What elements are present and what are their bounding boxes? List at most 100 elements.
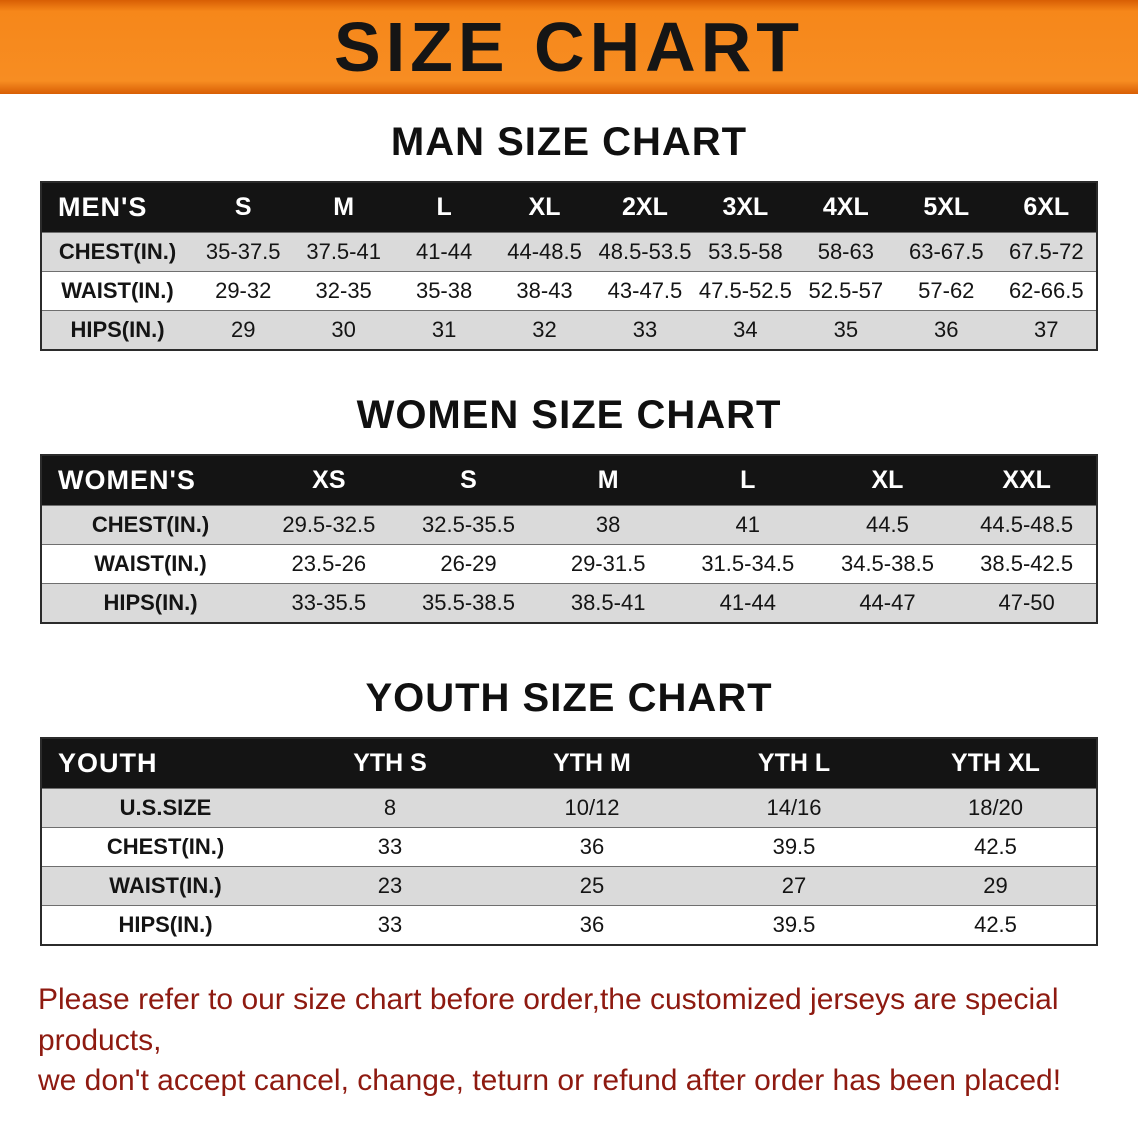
size-value: 35-37.5 <box>205 239 281 264</box>
size-value: 37.5-41 <box>306 239 381 264</box>
table-row: CHEST(IN.) 33 36 39.5 42.5 <box>41 827 1097 867</box>
size-column-header: S <box>398 455 539 506</box>
size-column-header: 6XL <box>996 182 1097 233</box>
size-value: 38 <box>595 512 621 537</box>
size-column-header: M <box>293 182 394 233</box>
size-value: 52.5-57 <box>808 278 884 303</box>
size-column-header: XS <box>259 455 399 506</box>
size-value: 41 <box>735 512 761 537</box>
table-row: WAIST(IN.) 29-32 32-35 35-38 38-43 43-47.5 47.… <box>41 271 1097 311</box>
men-size-table: MEN'S S M L XL 2XL 3XL 4XL 5XL 6XL CHEST(IN.) 35-37… <box>40 181 1098 351</box>
size-value: 39.5 <box>772 834 816 859</box>
size-value: 29-31.5 <box>570 551 646 576</box>
row-label: CHEST(IN.) <box>58 239 177 264</box>
size-value: 33 <box>377 912 403 937</box>
women-size-table: WOMEN'S XS S M L XL XXL CHEST(IN.) 29.5-32.5 32.5… <box>40 454 1098 624</box>
size-value: 47.5-52.5 <box>698 278 792 303</box>
size-value: 23 <box>377 873 403 898</box>
row-label: WAIST(IN.) <box>109 873 222 898</box>
size-value: 53.5-58 <box>708 239 783 264</box>
man-size-chart-section: MAN SIZE CHART MEN'S S M L XL 2XL 3XL 4XL 5XL 6XL… <box>0 94 1138 351</box>
table-row: HIPS(IN.) 33-35.5 35.5-38.5 38.5-41 41-44 44-… <box>41 583 1097 623</box>
table-row: CHEST(IN.) 35-37.5 37.5-41 41-44 44-48.5 48.5… <box>41 232 1097 272</box>
table-title-cell: WOMEN'S <box>41 455 259 506</box>
size-value: 36 <box>934 317 959 342</box>
row-label: WAIST(IN.) <box>94 551 207 576</box>
size-value: 48.5-53.5 <box>598 239 692 264</box>
size-column-header: L <box>393 182 495 233</box>
size-column-header: S <box>193 182 294 233</box>
size-value: 44.5 <box>866 512 909 537</box>
size-column-header: XL <box>817 455 958 506</box>
women-size-chart-heading: WOMEN SIZE CHART <box>356 393 782 437</box>
size-column-header: M <box>538 455 678 506</box>
size-value: 43-47.5 <box>607 278 683 303</box>
size-value: 41-44 <box>719 590 776 615</box>
size-value: 42.5 <box>974 834 1017 859</box>
size-value: 35 <box>833 317 859 342</box>
size-value: 42.5 <box>974 912 1017 937</box>
size-value: 39.5 <box>772 912 816 937</box>
size-value: 38.5-42.5 <box>980 551 1074 576</box>
table-header-row: MEN'S S M L XL 2XL 3XL 4XL 5XL 6XL <box>41 182 1097 233</box>
table-row: HIPS(IN.) 33 36 39.5 42.5 <box>41 905 1097 945</box>
size-value: 27 <box>781 873 807 898</box>
page-title: SIZE CHART <box>334 8 804 86</box>
size-value: 25 <box>579 873 605 898</box>
footer-line-2: we don't accept cancel, change, teturn o… <box>38 1064 1062 1097</box>
table-header-row: YOUTH YTH S YTH M YTH L YTH XL <box>41 738 1097 789</box>
size-column-header: 5XL <box>896 182 997 233</box>
row-label: HIPS(IN.) <box>118 912 213 937</box>
table-row: WAIST(IN.) 23.5-26 26-29 29-31.5 31.5-34.5 34… <box>41 544 1097 584</box>
size-column-header: 4XL <box>795 182 897 233</box>
size-value: 58-63 <box>817 239 874 264</box>
size-column-header: L <box>677 455 818 506</box>
women-size-chart-section: WOMEN SIZE CHART WOMEN'S XS S M L XL XXL CHEST(… <box>0 351 1138 624</box>
size-value: 57-62 <box>918 278 975 303</box>
size-column-header: YTH L <box>693 738 895 789</box>
footer-line-1: Please refer to our size chart before or… <box>38 983 1059 1057</box>
size-value: 26-29 <box>440 551 497 576</box>
size-column-header: XL <box>494 182 595 233</box>
youth-size-chart-heading: YOUTH SIZE CHART <box>365 676 773 720</box>
row-label: CHEST(IN.) <box>91 512 210 537</box>
size-value: 33 <box>632 317 658 342</box>
size-value: 33 <box>377 834 403 859</box>
size-value: 44-47 <box>859 590 916 615</box>
row-label: WAIST(IN.) <box>61 278 174 303</box>
table-row: U.S.SIZE 8 10/12 14/16 18/20 <box>41 788 1097 828</box>
size-value: 35-38 <box>415 278 473 303</box>
size-column-header: XXL <box>957 455 1097 506</box>
table-title-cell: MEN'S <box>41 182 193 233</box>
size-value: 32.5-35.5 <box>422 512 515 537</box>
size-value: 10/12 <box>564 795 620 820</box>
size-value: 34 <box>733 317 758 342</box>
youth-size-chart-section: YOUTH SIZE CHART YOUTH YTH S YTH M YTH L YTH… <box>0 624 1138 946</box>
size-value: 37 <box>1034 317 1059 342</box>
size-value: 34.5-38.5 <box>840 551 934 576</box>
row-label: HIPS(IN.) <box>103 590 198 615</box>
table-title-cell: YOUTH <box>41 738 289 789</box>
row-label: U.S.SIZE <box>119 795 212 820</box>
size-column-header: YTH XL <box>895 738 1097 789</box>
row-label: HIPS(IN.) <box>70 317 165 342</box>
size-value: 44-48.5 <box>507 239 582 264</box>
table-row: CHEST(IN.) 29.5-32.5 32.5-35.5 38 41 44.5 44.5… <box>41 505 1097 545</box>
row-label: CHEST(IN.) <box>106 834 225 859</box>
size-value: 29 <box>983 873 1008 898</box>
table-header-row: WOMEN'S XS S M L XL XXL <box>41 455 1097 506</box>
size-value: 36 <box>579 912 605 937</box>
size-value: 35.5-38.5 <box>422 590 515 615</box>
size-value: 29 <box>230 317 256 342</box>
size-column-header: YTH S <box>289 738 491 789</box>
size-value: 36 <box>579 834 605 859</box>
size-value: 29.5-32.5 <box>282 512 376 537</box>
size-value: 29-32 <box>215 278 272 303</box>
size-column-header: 3XL <box>695 182 796 233</box>
banner: SIZE CHART <box>0 0 1138 94</box>
table-row: HIPS(IN.) 29 30 31 32 33 34 35 36 37 <box>41 310 1097 350</box>
size-value: 23.5-26 <box>291 551 367 576</box>
table-row: WAIST(IN.) 23 25 27 29 <box>41 866 1097 906</box>
size-value: 8 <box>383 795 397 820</box>
